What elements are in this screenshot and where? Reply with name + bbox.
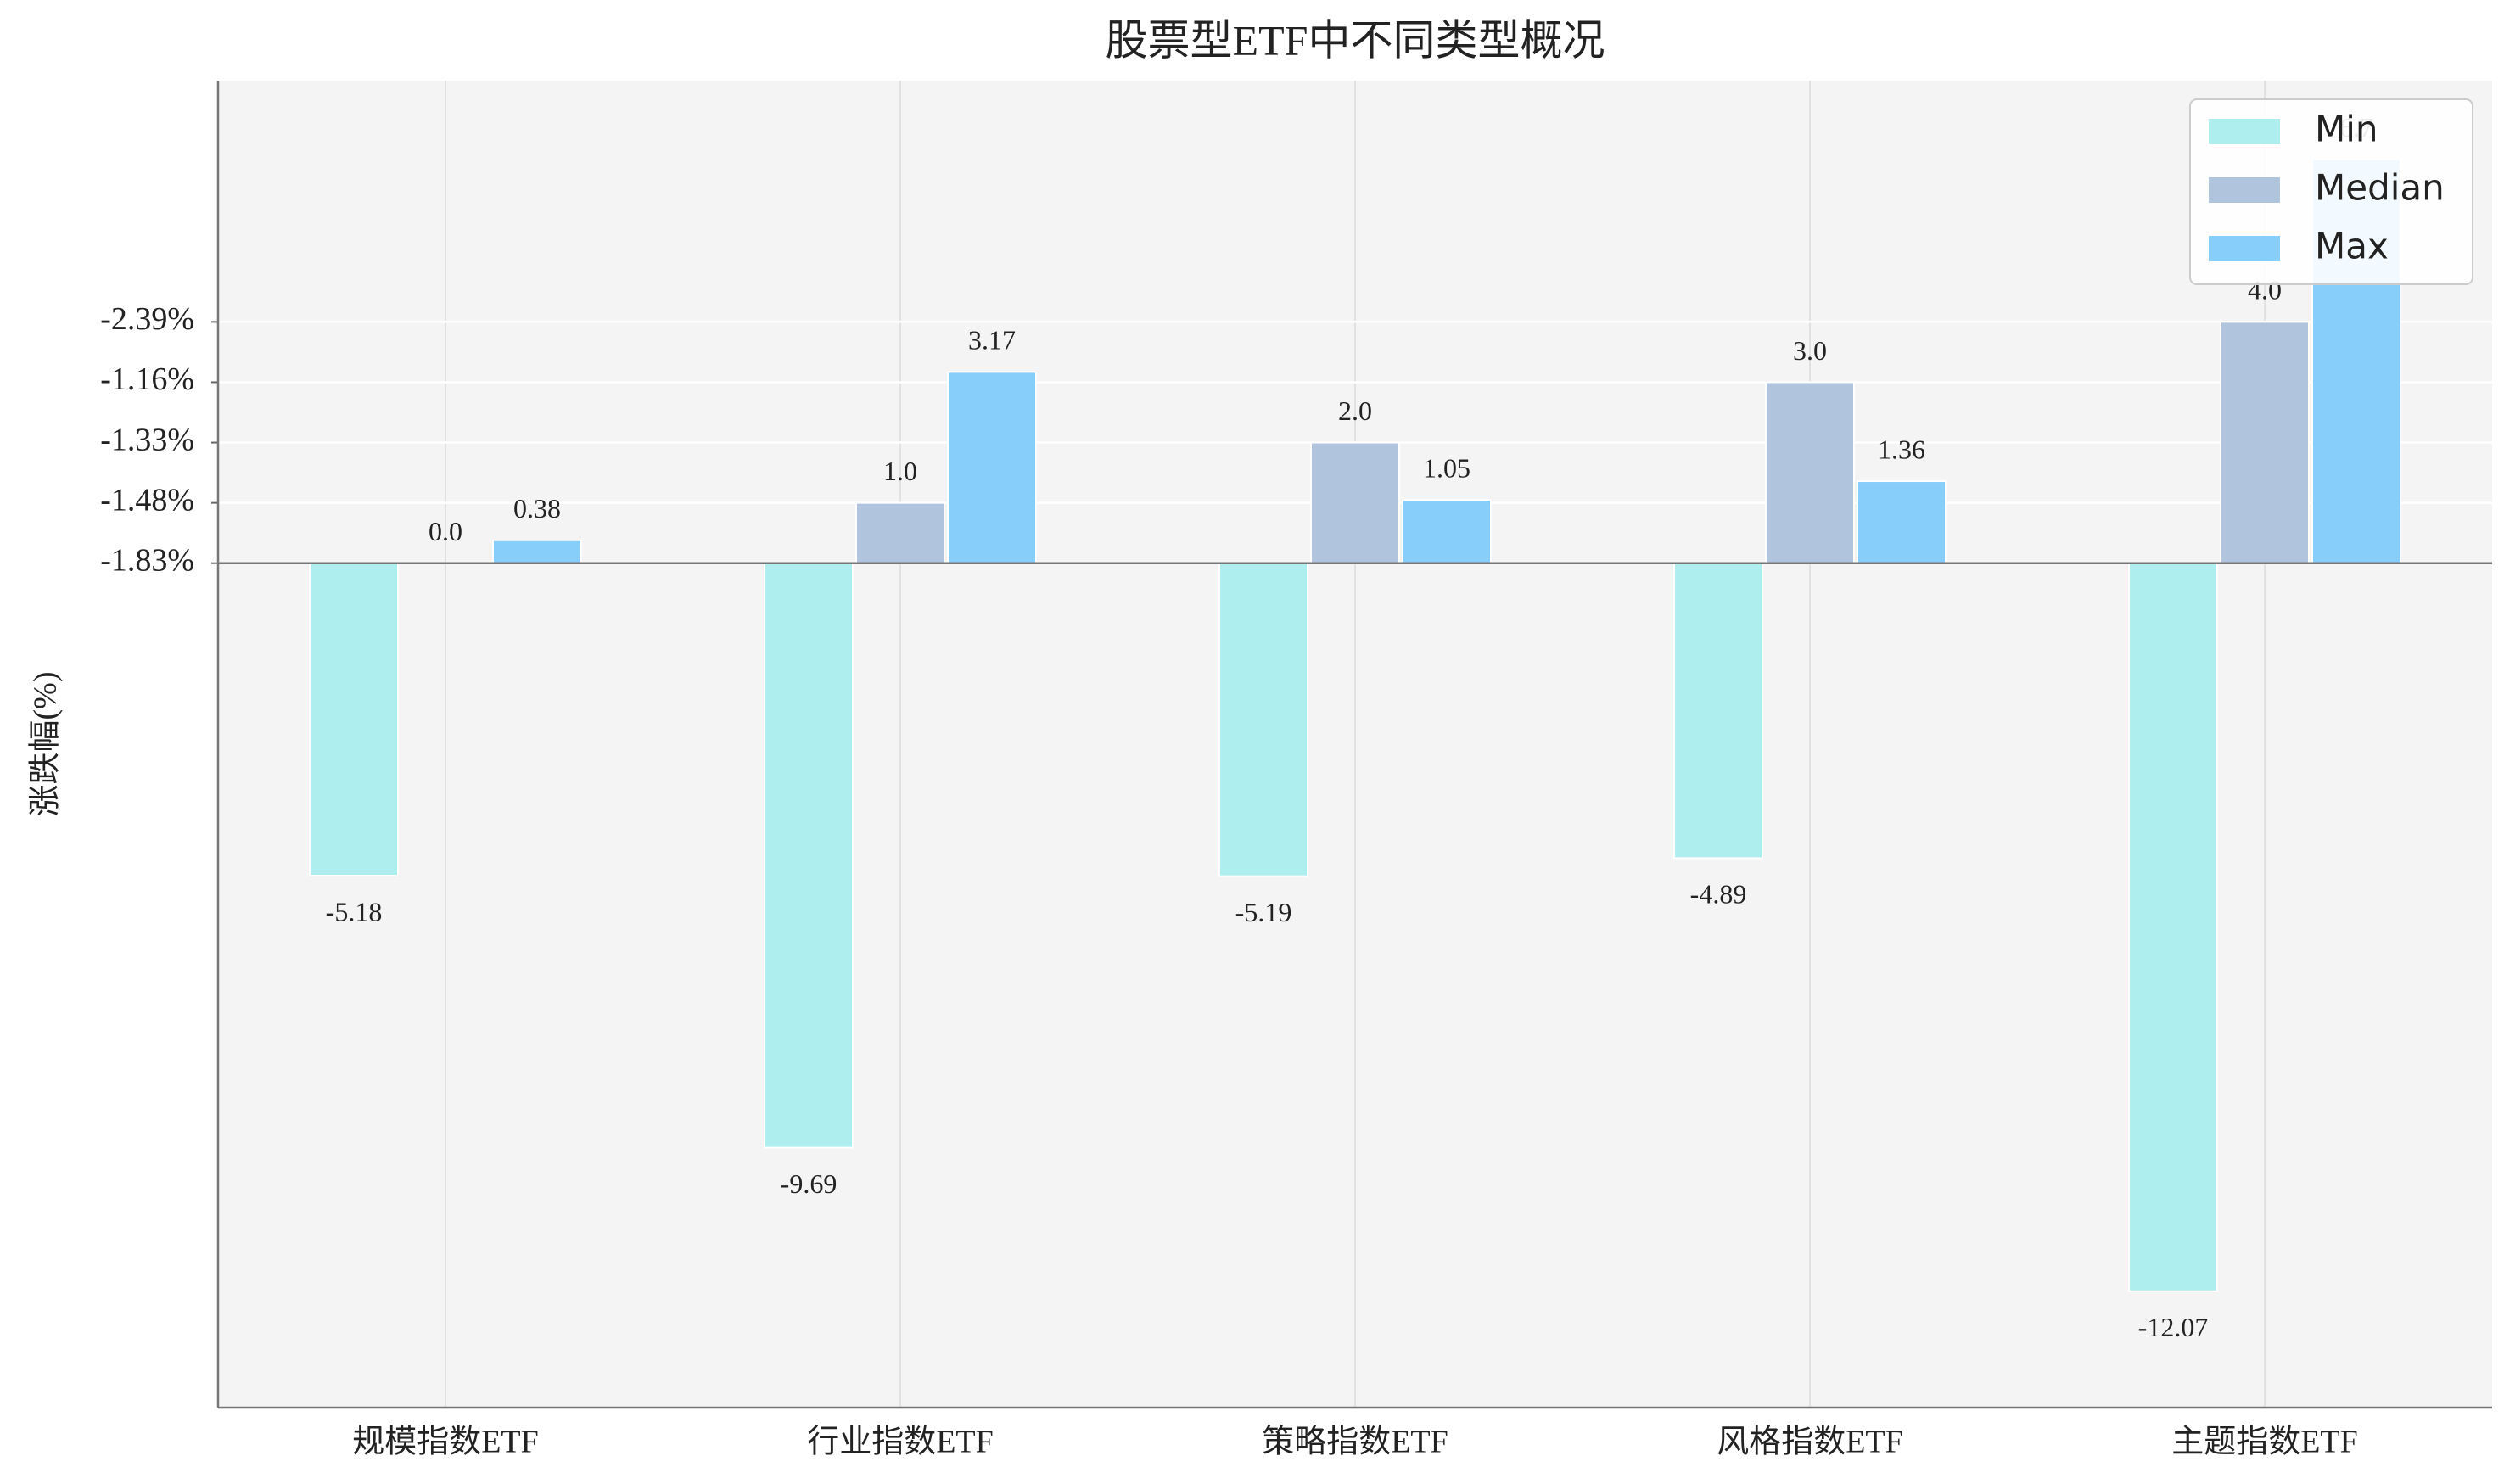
y-tick-label: -2.39% xyxy=(100,301,194,337)
bar xyxy=(1765,381,1855,564)
x-tick-label: 规模指数ETF xyxy=(352,1425,539,1460)
y-tick-label: -1.83% xyxy=(100,542,194,578)
chart-title: 股票型ETF中不同类型概况 xyxy=(1106,16,1605,64)
value-label: 0.0 xyxy=(429,516,462,546)
bar xyxy=(1402,499,1492,564)
bar xyxy=(1673,562,1763,860)
bar xyxy=(1310,441,1400,564)
bar xyxy=(1218,562,1308,877)
bar xyxy=(947,371,1037,564)
legend-swatch xyxy=(2209,236,2280,261)
value-label: 1.36 xyxy=(1878,434,1925,464)
value-label: -5.19 xyxy=(1235,897,1292,927)
value-label: 1.0 xyxy=(883,456,917,486)
bar xyxy=(2128,562,2218,1292)
legend-label: Max xyxy=(2315,226,2389,267)
legend-label: Min xyxy=(2315,109,2378,150)
value-label: 3.0 xyxy=(1793,335,1827,366)
value-label: -4.89 xyxy=(1690,879,1747,910)
bar xyxy=(855,501,945,564)
value-label: 3.17 xyxy=(968,325,1016,356)
legend-swatch xyxy=(2209,119,2280,144)
value-label: 1.05 xyxy=(1423,452,1470,483)
bar xyxy=(1857,480,1947,564)
value-label: -12.07 xyxy=(2138,1312,2209,1342)
y-tick-label: -1.33% xyxy=(100,422,194,457)
bar xyxy=(2220,321,2310,564)
legend-label: Median xyxy=(2315,167,2445,209)
x-tick-label: 风格指数ETF xyxy=(1717,1425,1903,1460)
y-tick-label: -1.16% xyxy=(100,361,194,397)
y-axis-label: 涨跌幅(%) xyxy=(28,672,64,817)
x-tick-label: 行业指数ETF xyxy=(807,1425,994,1460)
value-label: -9.69 xyxy=(781,1168,837,1199)
x-tick-label: 主题指数ETF xyxy=(2171,1425,2358,1460)
legend-swatch xyxy=(2209,177,2280,203)
bar xyxy=(492,539,582,564)
y-tick-label: -1.48% xyxy=(100,482,194,518)
value-label: 2.0 xyxy=(1338,395,1372,426)
value-label: 0.38 xyxy=(513,493,561,524)
value-label: -5.18 xyxy=(326,896,383,927)
x-tick-label: 策略指数ETF xyxy=(1262,1425,1448,1460)
bar xyxy=(309,562,399,876)
bar xyxy=(764,562,854,1149)
